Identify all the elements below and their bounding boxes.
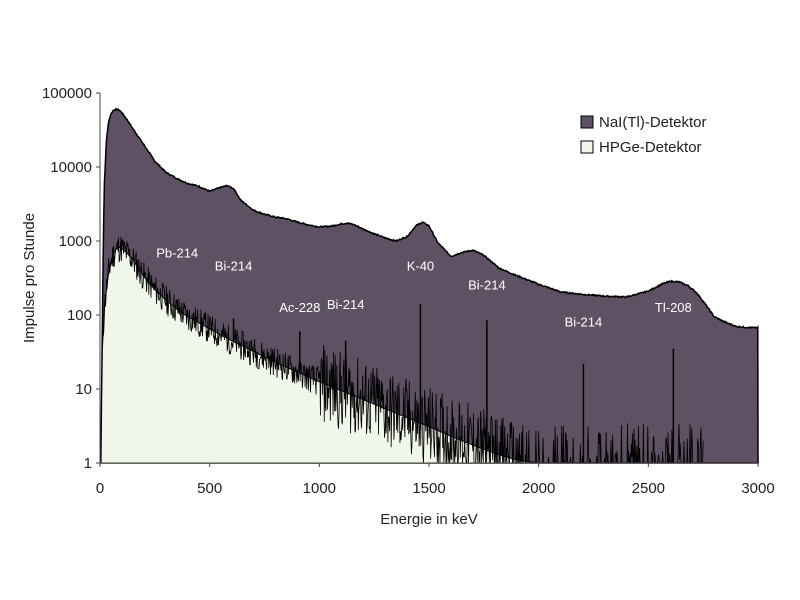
- x-axis: 0 500 1000 1500 2000 2500 3000 Energie in keV: [96, 462, 775, 528]
- y-ticks: 1 10 100 1000 10000 100000: [42, 85, 100, 472]
- y-tick-label: 1000: [59, 233, 92, 250]
- peak-label: Bi-214: [215, 258, 253, 273]
- x-ticks: 0 500 1000 1500 2000 2500 3000: [96, 463, 775, 497]
- y-tick-label: 100000: [42, 85, 92, 102]
- peak-label: K-40: [407, 258, 434, 273]
- y-tick-label: 10000: [50, 159, 92, 176]
- x-tick-label: 0: [96, 480, 104, 497]
- y-axis: 1 10 100 1000 10000 100000 Impulse pro Stunde: [21, 85, 101, 472]
- peak-label: Pb-214: [156, 245, 198, 260]
- peak-label: Bi-214: [468, 278, 506, 293]
- legend-label-hpge: HPGe-Detektor: [599, 139, 702, 156]
- peak-labels: Pb-214 Bi-214 Ac-228 Bi-214 K-40 Bi-214 Bi-214…: [156, 245, 692, 329]
- x-tick-label: 500: [197, 480, 222, 497]
- y-tick-label: 1: [84, 455, 92, 472]
- x-tick-label: 1000: [303, 480, 336, 497]
- legend-item-nai: NaI(Tl)-Detektor: [580, 114, 707, 131]
- x-axis-title: Energie in keV: [380, 511, 478, 528]
- peak-label: Bi-214: [565, 314, 603, 329]
- legend-item-hpge: HPGe-Detektor: [580, 139, 702, 156]
- x-tick-label: 1500: [412, 480, 445, 497]
- peak-label: Ac-228: [279, 300, 320, 315]
- y-tick-label: 10: [75, 381, 92, 398]
- legend-swatch-nai: [580, 115, 594, 129]
- y-axis-title: Impulse pro Stunde: [21, 213, 38, 343]
- peak-lines: [176, 299, 675, 463]
- plot-area: [100, 108, 759, 464]
- legend-label-nai: NaI(Tl)-Detektor: [599, 114, 707, 131]
- legend-swatch-hpge: [580, 140, 594, 154]
- peak-label: Tl-208: [655, 300, 692, 315]
- legend: NaI(Tl)-Detektor HPGe-Detektor: [580, 114, 707, 156]
- peak-label: Bi-214: [327, 297, 365, 312]
- x-tick-label: 2500: [632, 480, 665, 497]
- y-tick-label: 100: [67, 307, 92, 324]
- x-tick-label: 3000: [741, 480, 774, 497]
- x-tick-label: 2000: [522, 480, 555, 497]
